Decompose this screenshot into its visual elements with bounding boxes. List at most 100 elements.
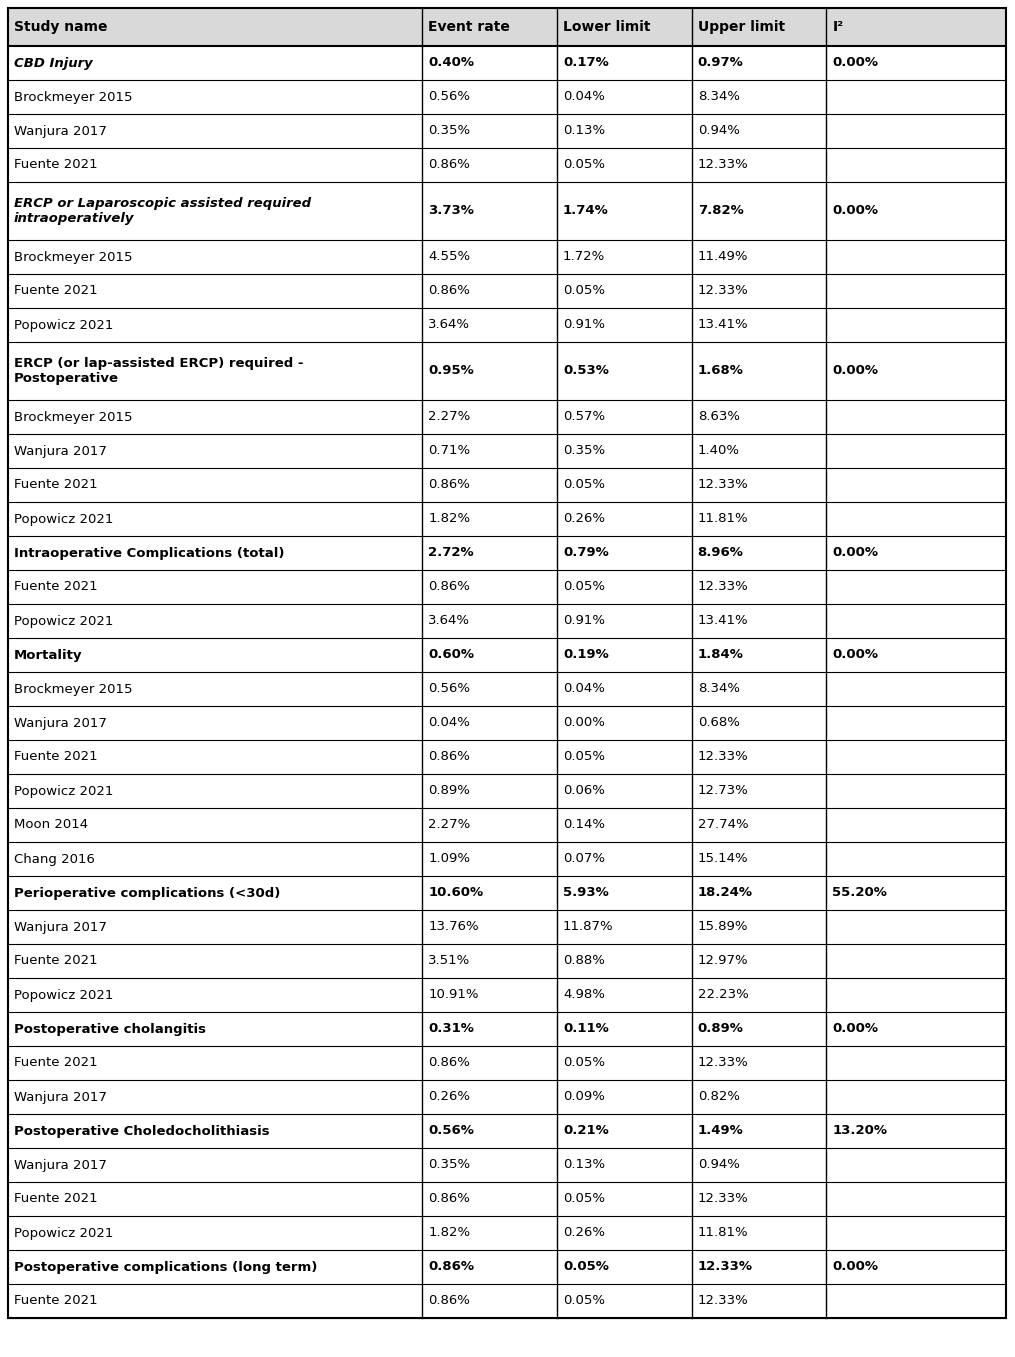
Text: 0.05%: 0.05% bbox=[563, 1057, 605, 1069]
Text: Chang 2016: Chang 2016 bbox=[14, 852, 94, 866]
Text: 13.41%: 13.41% bbox=[697, 319, 748, 331]
Text: 0.86%: 0.86% bbox=[428, 581, 470, 593]
Text: Upper limit: Upper limit bbox=[697, 20, 785, 34]
Text: 0.86%: 0.86% bbox=[428, 159, 470, 171]
Text: Fuente 2021: Fuente 2021 bbox=[14, 1295, 97, 1308]
Text: 0.95%: 0.95% bbox=[428, 365, 474, 377]
Text: 13.76%: 13.76% bbox=[428, 920, 479, 934]
Text: Postoperative: Postoperative bbox=[14, 372, 119, 385]
Text: 0.09%: 0.09% bbox=[563, 1091, 605, 1103]
Text: Moon 2014: Moon 2014 bbox=[14, 818, 88, 832]
Text: 0.86%: 0.86% bbox=[428, 1295, 470, 1308]
Text: intraoperatively: intraoperatively bbox=[14, 212, 135, 225]
Text: Wanjura 2017: Wanjura 2017 bbox=[14, 1159, 107, 1171]
Text: 12.33%: 12.33% bbox=[697, 1261, 753, 1273]
Text: 0.31%: 0.31% bbox=[428, 1023, 474, 1035]
Text: 0.05%: 0.05% bbox=[563, 750, 605, 764]
Text: 0.00%: 0.00% bbox=[832, 1261, 878, 1273]
Text: 0.89%: 0.89% bbox=[428, 784, 470, 798]
Text: 0.11%: 0.11% bbox=[563, 1023, 609, 1035]
Text: 12.33%: 12.33% bbox=[697, 285, 748, 297]
Text: 12.33%: 12.33% bbox=[697, 581, 748, 593]
Text: 0.79%: 0.79% bbox=[563, 547, 609, 559]
Text: Fuente 2021: Fuente 2021 bbox=[14, 750, 97, 764]
Text: Postoperative complications (long term): Postoperative complications (long term) bbox=[14, 1261, 318, 1273]
Text: Fuente 2021: Fuente 2021 bbox=[14, 954, 97, 968]
Text: 13.20%: 13.20% bbox=[832, 1125, 887, 1137]
Text: 0.40%: 0.40% bbox=[428, 57, 474, 69]
Text: 0.26%: 0.26% bbox=[563, 513, 605, 525]
Text: 1.82%: 1.82% bbox=[428, 1227, 470, 1239]
Text: 0.17%: 0.17% bbox=[563, 57, 609, 69]
Text: Postoperative cholangitis: Postoperative cholangitis bbox=[14, 1023, 206, 1035]
Text: Mortality: Mortality bbox=[14, 649, 82, 661]
Text: 0.56%: 0.56% bbox=[428, 91, 470, 103]
Text: 1.84%: 1.84% bbox=[697, 649, 744, 661]
Text: Wanjura 2017: Wanjura 2017 bbox=[14, 920, 107, 934]
Text: 55.20%: 55.20% bbox=[832, 886, 887, 900]
Text: Popowicz 2021: Popowicz 2021 bbox=[14, 615, 114, 627]
Text: 0.57%: 0.57% bbox=[563, 411, 605, 423]
Text: 2.27%: 2.27% bbox=[428, 411, 470, 423]
Text: Fuente 2021: Fuente 2021 bbox=[14, 479, 97, 491]
Text: Popowicz 2021: Popowicz 2021 bbox=[14, 319, 114, 331]
Text: 0.04%: 0.04% bbox=[563, 91, 605, 103]
Text: 0.60%: 0.60% bbox=[428, 649, 474, 661]
Text: 0.05%: 0.05% bbox=[563, 1193, 605, 1205]
Text: Brockmeyer 2015: Brockmeyer 2015 bbox=[14, 683, 133, 696]
Text: Popowicz 2021: Popowicz 2021 bbox=[14, 513, 114, 525]
Text: 0.56%: 0.56% bbox=[428, 683, 470, 696]
Text: 5.93%: 5.93% bbox=[563, 886, 609, 900]
Text: 11.81%: 11.81% bbox=[697, 513, 748, 525]
Text: 11.87%: 11.87% bbox=[563, 920, 613, 934]
Text: Fuente 2021: Fuente 2021 bbox=[14, 159, 97, 171]
Text: 0.05%: 0.05% bbox=[563, 479, 605, 491]
Text: 0.00%: 0.00% bbox=[832, 649, 878, 661]
Text: 0.86%: 0.86% bbox=[428, 479, 470, 491]
Text: 2.27%: 2.27% bbox=[428, 818, 470, 832]
Text: 12.33%: 12.33% bbox=[697, 1057, 748, 1069]
Text: 0.82%: 0.82% bbox=[697, 1091, 740, 1103]
Text: ERCP (or lap-assisted ERCP) required -: ERCP (or lap-assisted ERCP) required - bbox=[14, 357, 303, 370]
Text: 3.73%: 3.73% bbox=[428, 205, 474, 217]
Text: Event rate: Event rate bbox=[428, 20, 511, 34]
Text: 0.00%: 0.00% bbox=[832, 57, 878, 69]
Text: 12.33%: 12.33% bbox=[697, 159, 748, 171]
Text: 0.71%: 0.71% bbox=[428, 445, 470, 457]
Text: 15.14%: 15.14% bbox=[697, 852, 748, 866]
Text: Lower limit: Lower limit bbox=[563, 20, 651, 34]
Text: 0.05%: 0.05% bbox=[563, 1295, 605, 1308]
Text: Perioperative complications (<30d): Perioperative complications (<30d) bbox=[14, 886, 280, 900]
Text: Popowicz 2021: Popowicz 2021 bbox=[14, 988, 114, 1001]
Text: 0.94%: 0.94% bbox=[697, 125, 740, 137]
Text: 1.68%: 1.68% bbox=[697, 365, 744, 377]
Text: 0.94%: 0.94% bbox=[697, 1159, 740, 1171]
Text: 8.34%: 8.34% bbox=[697, 683, 740, 696]
Text: 0.14%: 0.14% bbox=[563, 818, 605, 832]
Text: 0.86%: 0.86% bbox=[428, 750, 470, 764]
Text: 0.91%: 0.91% bbox=[563, 319, 605, 331]
Text: Fuente 2021: Fuente 2021 bbox=[14, 1057, 97, 1069]
Text: 0.97%: 0.97% bbox=[697, 57, 743, 69]
Text: 0.05%: 0.05% bbox=[563, 581, 605, 593]
Text: Brockmeyer 2015: Brockmeyer 2015 bbox=[14, 91, 133, 103]
Text: 0.35%: 0.35% bbox=[428, 125, 470, 137]
Text: 12.33%: 12.33% bbox=[697, 750, 748, 764]
Text: Fuente 2021: Fuente 2021 bbox=[14, 581, 97, 593]
Text: 8.63%: 8.63% bbox=[697, 411, 740, 423]
Text: 1.09%: 1.09% bbox=[428, 852, 470, 866]
Text: 1.82%: 1.82% bbox=[428, 513, 470, 525]
Text: 0.00%: 0.00% bbox=[832, 205, 878, 217]
Text: 18.24%: 18.24% bbox=[697, 886, 753, 900]
Text: 27.74%: 27.74% bbox=[697, 818, 748, 832]
Text: 0.35%: 0.35% bbox=[428, 1159, 470, 1171]
Text: 8.34%: 8.34% bbox=[697, 91, 740, 103]
Text: 11.49%: 11.49% bbox=[697, 251, 748, 263]
Text: 12.97%: 12.97% bbox=[697, 954, 748, 968]
Text: Popowicz 2021: Popowicz 2021 bbox=[14, 1227, 114, 1239]
Text: 0.21%: 0.21% bbox=[563, 1125, 609, 1137]
Text: Postoperative Choledocholithiasis: Postoperative Choledocholithiasis bbox=[14, 1125, 270, 1137]
Text: Intraoperative Complications (total): Intraoperative Complications (total) bbox=[14, 547, 284, 559]
Text: 0.05%: 0.05% bbox=[563, 159, 605, 171]
Text: Wanjura 2017: Wanjura 2017 bbox=[14, 445, 107, 457]
